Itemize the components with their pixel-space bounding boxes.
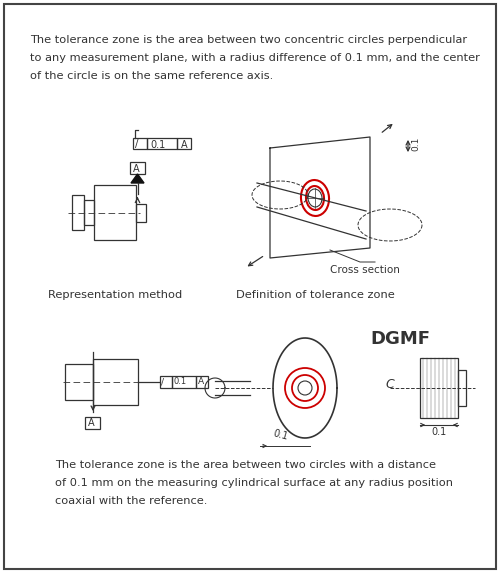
Text: A: A xyxy=(88,418,94,429)
Text: Cross section: Cross section xyxy=(330,265,400,275)
Bar xyxy=(93,359,138,405)
Text: A: A xyxy=(133,163,140,174)
Polygon shape xyxy=(131,174,144,183)
Text: The tolerance zone is the area between two circles with a distance: The tolerance zone is the area between t… xyxy=(55,460,436,470)
Bar xyxy=(196,376,208,388)
Text: A: A xyxy=(181,139,188,150)
Bar xyxy=(147,138,177,149)
Text: 0.1: 0.1 xyxy=(272,429,289,442)
Text: The tolerance zone is the area between two concentric circles perpendicular: The tolerance zone is the area between t… xyxy=(30,35,467,45)
Text: 0.1: 0.1 xyxy=(431,427,446,437)
Bar xyxy=(172,376,196,388)
Text: 0.1: 0.1 xyxy=(411,137,420,151)
Bar xyxy=(85,417,100,429)
Text: coaxial with the reference.: coaxial with the reference. xyxy=(55,496,208,506)
Text: to any measurement plane, with a radius difference of 0.1 mm, and the center: to any measurement plane, with a radius … xyxy=(30,53,480,63)
Text: /: / xyxy=(135,139,138,150)
Text: C: C xyxy=(385,379,394,391)
Bar xyxy=(72,195,84,230)
Bar xyxy=(420,358,458,418)
Bar xyxy=(177,138,191,149)
Text: 0.1: 0.1 xyxy=(174,378,187,387)
Bar xyxy=(458,370,466,406)
Text: Representation method: Representation method xyxy=(48,290,182,300)
Text: A: A xyxy=(198,378,204,387)
Text: /: / xyxy=(161,378,164,387)
Text: DGMF: DGMF xyxy=(370,330,430,348)
Bar xyxy=(160,376,172,388)
Bar xyxy=(65,364,93,400)
Text: Definition of tolerance zone: Definition of tolerance zone xyxy=(236,290,394,300)
Bar xyxy=(133,138,147,149)
Bar xyxy=(130,162,145,174)
Bar xyxy=(84,200,94,225)
Bar xyxy=(94,185,136,240)
Bar xyxy=(136,204,146,222)
Text: 0.1: 0.1 xyxy=(150,139,165,150)
Text: of the circle is on the same reference axis.: of the circle is on the same reference a… xyxy=(30,71,273,81)
Text: of 0.1 mm on the measuring cylindrical surface at any radius position: of 0.1 mm on the measuring cylindrical s… xyxy=(55,478,453,488)
